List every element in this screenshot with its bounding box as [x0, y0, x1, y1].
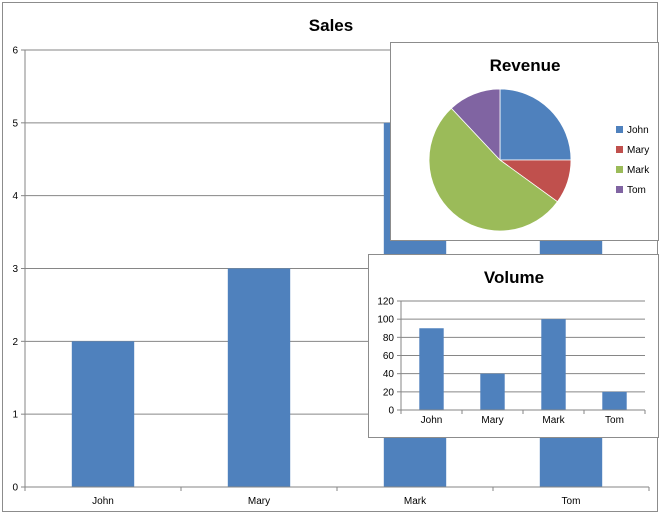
sales-x-tick-label: John: [92, 496, 114, 507]
revenue-legend-swatch: [616, 126, 623, 133]
volume-x-tick-label: Mary: [481, 415, 503, 426]
revenue-legend-swatch: [616, 186, 623, 193]
sales-x-tick-label: Mark: [404, 496, 427, 507]
revenue-slice-mark: [428, 107, 558, 232]
volume-bar-mary: [480, 373, 505, 410]
sales-chart-title: Sales: [309, 16, 353, 35]
volume-bar-mark: [541, 319, 566, 410]
sales-x-tick-label: Mary: [248, 496, 270, 507]
revenue-legend-label: Tom: [627, 185, 646, 196]
volume-y-tick-label: 120: [377, 297, 394, 308]
sales-y-tick-label: 1: [12, 410, 18, 421]
volume-x-tick-label: Tom: [605, 415, 624, 426]
sales-y-tick-label: 2: [12, 337, 18, 348]
volume-y-tick-label: 20: [383, 387, 395, 398]
volume-bar-tom: [602, 391, 627, 410]
sales-bar-mary: [227, 268, 291, 487]
volume-chart-panel: Volume 0 20 40 60 80 100 120 John Mary Mark Tom: [368, 254, 659, 438]
sales-y-tick-label: 4: [12, 191, 18, 202]
volume-y-tick-label: 40: [383, 369, 395, 380]
volume-chart: Volume 0 20 40 60 80 100 120 John Mary Mark Tom: [377, 268, 646, 426]
sales-y-tick-label: 6: [12, 46, 18, 57]
revenue-chart-title: Revenue: [490, 56, 561, 75]
volume-y-tick-label: 60: [383, 351, 395, 362]
volume-y-tick-label: 100: [377, 315, 394, 326]
revenue-chart-panel: Revenue John Mary Mark Tom: [390, 42, 659, 241]
revenue-legend-label: Mark: [627, 165, 650, 176]
revenue-slice-tom: [450, 88, 501, 162]
sales-y-tick-label: 5: [12, 118, 18, 129]
volume-x-tick-label: Mark: [542, 415, 565, 426]
volume-y-tick-label: 80: [383, 333, 395, 344]
sales-bar-john: [71, 341, 135, 487]
revenue-legend-label: John: [627, 125, 649, 136]
volume-chart-title: Volume: [484, 268, 544, 287]
volume-y-tick-label: 0: [388, 406, 394, 417]
revenue-legend-swatch: [616, 146, 623, 153]
revenue-slice-john: [499, 88, 572, 161]
revenue-legend-label: Mary: [627, 145, 649, 156]
sales-y-tick-label: 3: [12, 264, 18, 275]
revenue-legend-swatch: [616, 166, 623, 173]
volume-x-tick-label: John: [421, 415, 443, 426]
sales-x-tick-label: Tom: [562, 496, 581, 507]
sales-y-tick-label: 0: [12, 483, 18, 494]
volume-bar-john: [419, 328, 444, 410]
revenue-chart: Revenue John Mary Mark Tom: [428, 56, 650, 232]
